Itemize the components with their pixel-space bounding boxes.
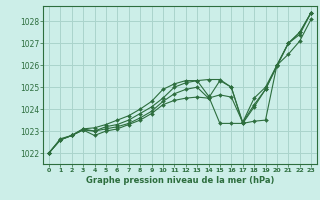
X-axis label: Graphe pression niveau de la mer (hPa): Graphe pression niveau de la mer (hPa) [86,176,274,185]
